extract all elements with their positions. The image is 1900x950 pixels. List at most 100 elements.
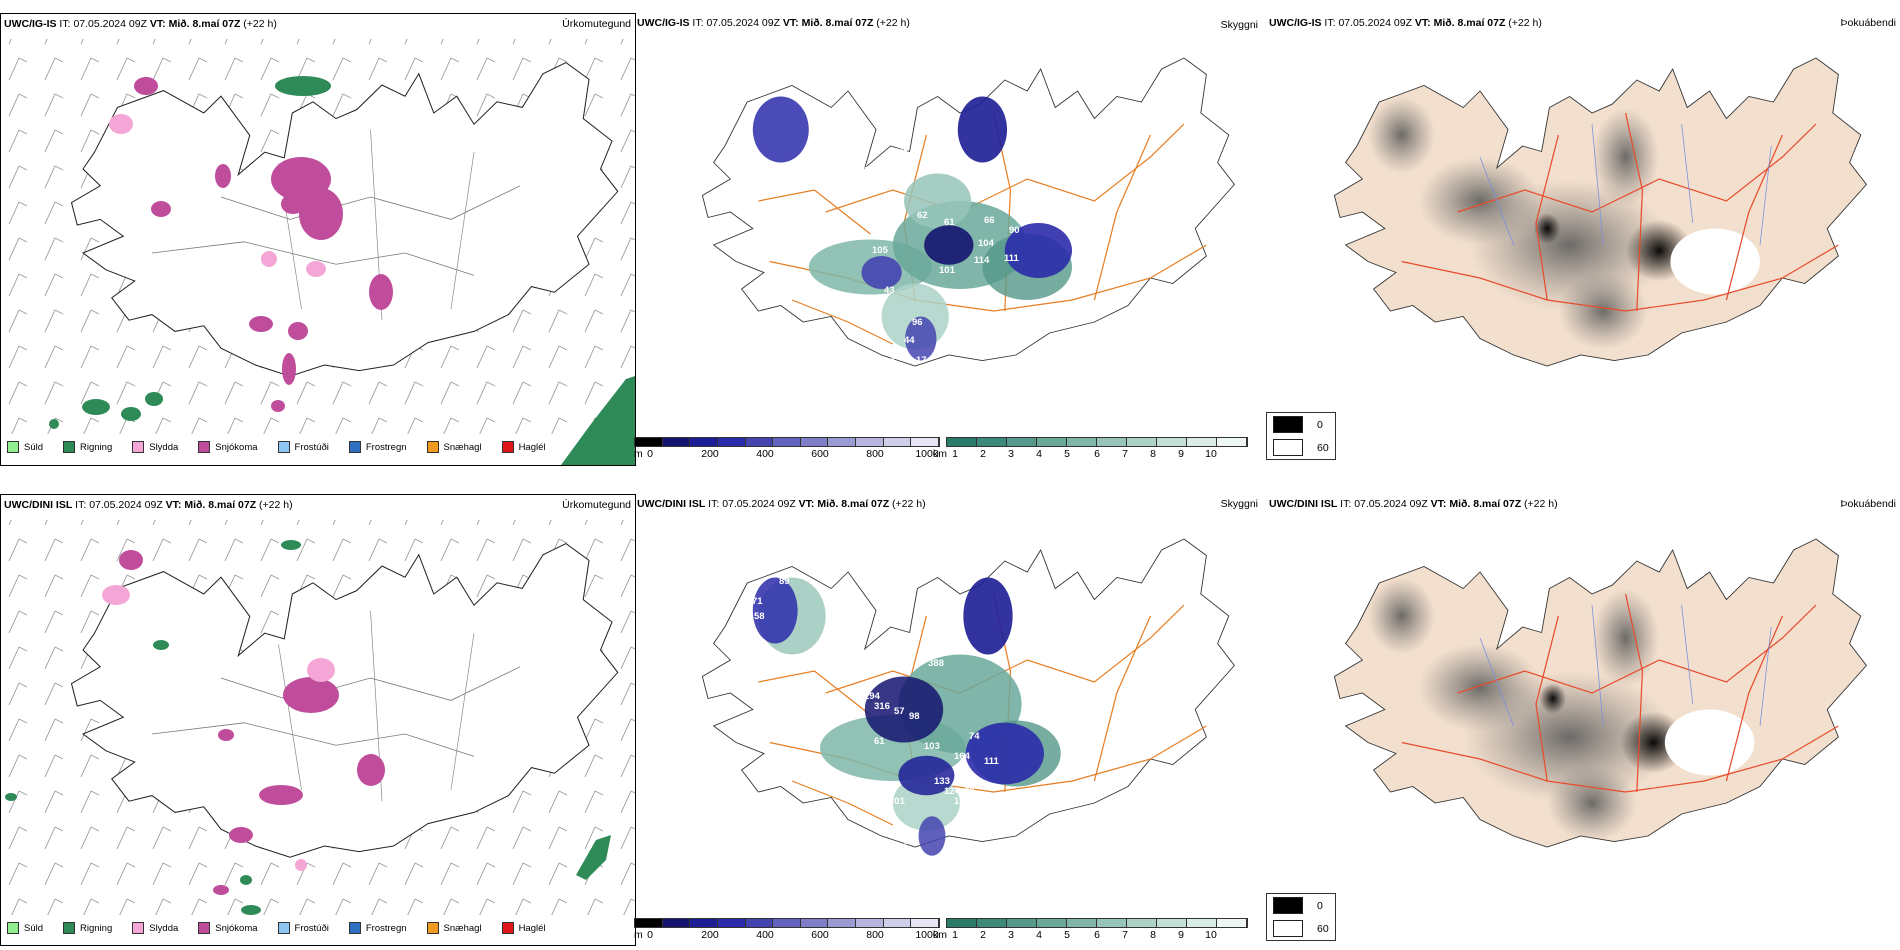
cloud-value-label: 102 bbox=[899, 871, 915, 882]
legend-swatch bbox=[1273, 897, 1303, 914]
fog-map[interactable] bbox=[1266, 13, 1900, 464]
legend-item: Rigning bbox=[63, 441, 112, 453]
legend-item: Slydda bbox=[132, 922, 178, 934]
panel-title: Úrkomutegund bbox=[562, 18, 631, 30]
legend-item: Snæhagl bbox=[426, 441, 482, 453]
cloud-value-label: 111 bbox=[984, 756, 1000, 767]
legend-swatch bbox=[1273, 920, 1303, 937]
cloud-value-label: 23 bbox=[746, 543, 757, 554]
legend-item: Snæhagl bbox=[426, 922, 482, 934]
legend-item: Súld bbox=[7, 441, 43, 453]
legend-swatch bbox=[501, 922, 514, 934]
cloud-value-label: 76 bbox=[734, 65, 745, 76]
panel-title: Þokuábendi bbox=[1840, 17, 1896, 29]
fog-panel-top: UWC/IG-IS IT: 07.05.2024 09Z VT: Mið. 8.… bbox=[1266, 13, 1900, 464]
cloud-value-label: 58 bbox=[754, 611, 765, 622]
precip-snow-areas bbox=[109, 77, 393, 412]
cloud-value-label: 98 bbox=[909, 711, 920, 722]
cloud-value-labels: 75 71 76 63 62 65 95 101 15 62 61 66 90 104 114 111 82 10… bbox=[714, 65, 1020, 368]
cloud-value-label: 89 bbox=[779, 576, 790, 587]
cloud-value-label: 95 bbox=[898, 143, 909, 154]
panel-header: UWC/IG-IS IT: 07.05.2024 09Z VT: Mið. 8.… bbox=[1269, 17, 1542, 29]
panel-header: UWC/IG-IS IT: 07.05.2024 09Z VT: Mið. 8.… bbox=[637, 17, 910, 29]
cloud-value-label: 63 bbox=[888, 105, 899, 116]
cloud-value-label: 17 bbox=[916, 355, 927, 366]
legend-swatch bbox=[7, 922, 19, 934]
legend-swatch bbox=[277, 922, 290, 934]
cloud-value-label: 43 bbox=[884, 285, 895, 296]
fog-legend: 0 60 bbox=[1266, 893, 1336, 941]
cloud-value-label: 75 bbox=[714, 95, 725, 106]
cloud-value-label: 83 bbox=[964, 786, 975, 797]
visibility-scale-km: km 1 2 3 4 5 6 7 8 9 10 bbox=[933, 918, 1248, 943]
legend-swatch bbox=[348, 441, 361, 453]
cloud-value-label: 62 bbox=[917, 210, 928, 221]
cloud-value-label: 114 bbox=[974, 255, 990, 266]
cloud-value-label: 82 bbox=[874, 220, 885, 231]
panel-title: Skyggni bbox=[1220, 19, 1258, 31]
legend-swatch bbox=[132, 922, 145, 934]
cloud-value-label: 17 bbox=[884, 357, 895, 368]
fog-panel-bottom: UWC/DINI ISL IT: 07.05.2024 09Z VT: Mið.… bbox=[1266, 494, 1900, 944]
legend-swatch bbox=[501, 441, 514, 453]
cloud-map[interactable]: 75 71 76 63 62 65 95 101 15 62 61 66 90 104 114 111 82 10… bbox=[634, 13, 1266, 464]
legend-swatch bbox=[63, 441, 76, 453]
cloud-value-label: 96 bbox=[912, 317, 923, 328]
legend-swatch bbox=[1273, 439, 1303, 456]
precip-type-map[interactable] bbox=[1, 495, 635, 945]
legend-item: Haglél bbox=[501, 922, 546, 934]
cloud-value-label: 94 bbox=[928, 636, 939, 647]
legend-item: Rigning bbox=[63, 922, 112, 934]
legend-item: Snjókoma bbox=[198, 922, 258, 934]
panel-header: UWC/DINI ISL IT: 07.05.2024 09Z VT: Mið.… bbox=[637, 498, 926, 510]
precip-rain-areas bbox=[5, 540, 611, 915]
cloud-value-label: 133 bbox=[934, 776, 950, 787]
panel-header: UWC/DINI ISL IT: 07.05.2024 09Z VT: Mið.… bbox=[4, 499, 293, 511]
cloud-value-label: 90 bbox=[1009, 225, 1020, 236]
legend-swatch bbox=[1273, 416, 1303, 433]
precip-type-map[interactable] bbox=[1, 14, 635, 465]
panel-header: UWC/IG-IS IT: 07.05.2024 09Z VT: Mið. 8.… bbox=[4, 18, 277, 30]
legend-swatch bbox=[348, 922, 361, 934]
precip-type-panel-top: UWC/IG-IS IT: 07.05.2024 09Z VT: Mið. 8.… bbox=[0, 13, 636, 466]
panel-title: Úrkomutegund bbox=[562, 499, 631, 511]
legend-item: Frostregn bbox=[348, 441, 407, 453]
fog-map[interactable] bbox=[1266, 494, 1900, 944]
cloud-value-label: 111 bbox=[1004, 253, 1020, 264]
cloud-value-label: 124 bbox=[944, 786, 961, 797]
cloud-value-label: 86 bbox=[849, 230, 860, 241]
cloud-value-label: 62 bbox=[904, 105, 915, 116]
cloud-blue-areas bbox=[752, 577, 1044, 856]
cloud-value-label: 65 bbox=[888, 123, 899, 134]
cloud-blue-areas bbox=[752, 96, 1072, 361]
cloud-value-label: 66 bbox=[984, 215, 995, 226]
precip-legend: Súld Rigning Slydda Snjókoma Frostúði Fr… bbox=[7, 441, 546, 453]
legend-item: Frostúði bbox=[277, 922, 329, 934]
legend-swatch bbox=[132, 441, 145, 453]
cloud-value-label: 44 bbox=[904, 335, 915, 346]
cloud-value-label: 201 bbox=[889, 796, 906, 807]
legend-swatch bbox=[426, 922, 439, 934]
cloud-value-label: 71 bbox=[752, 596, 763, 607]
legend-item: Frostúði bbox=[277, 441, 329, 453]
cloud-value-label: 21 bbox=[834, 706, 845, 717]
cloud-value-label: 101 bbox=[934, 162, 951, 173]
cloud-value-label: 388 bbox=[928, 658, 944, 669]
legend-item: Snjókoma bbox=[198, 441, 258, 453]
legend-swatch bbox=[198, 441, 211, 453]
legend-item: Haglél bbox=[501, 441, 546, 453]
cloud-value-label: 105 bbox=[872, 245, 889, 256]
cloud-value-label: 85 bbox=[919, 856, 930, 867]
cloud-panel-bottom: UWC/DINI ISL IT: 07.05.2024 09Z VT: Mið.… bbox=[634, 494, 1266, 944]
panel-header: UWC/DINI ISL IT: 07.05.2024 09Z VT: Mið.… bbox=[1269, 498, 1558, 510]
legend-swatch bbox=[7, 441, 19, 453]
cloud-value-label: 101 bbox=[939, 265, 956, 276]
precip-type-panel-bottom: UWC/DINI ISL IT: 07.05.2024 09Z VT: Mið.… bbox=[0, 494, 636, 946]
cloud-value-label: 294 bbox=[864, 691, 881, 702]
legend-swatch bbox=[63, 922, 76, 934]
panel-title: Skyggni bbox=[1220, 498, 1258, 510]
cloud-value-label: 74 bbox=[969, 731, 980, 742]
cloud-value-label: 10 bbox=[904, 836, 915, 847]
